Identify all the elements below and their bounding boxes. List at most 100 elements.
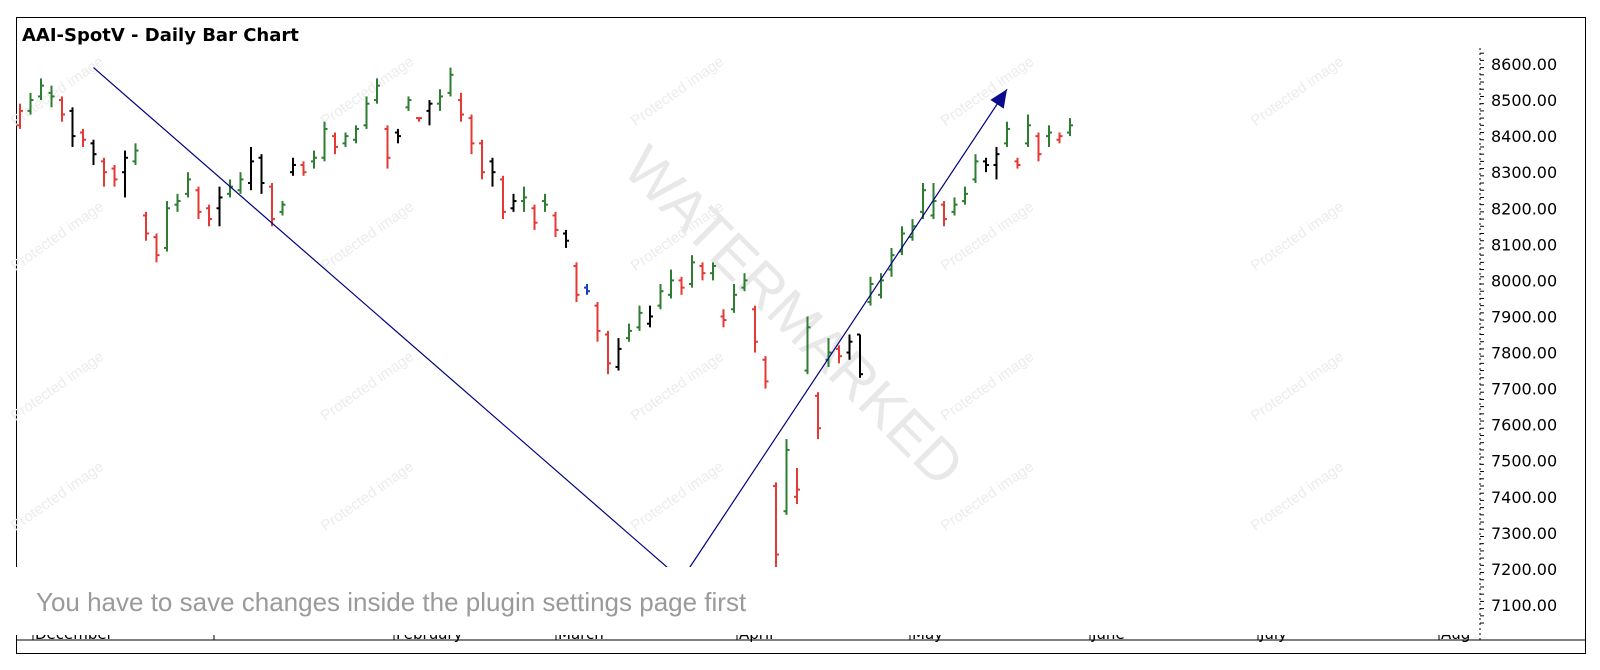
tile-watermark-text: Protected image: [938, 348, 1037, 425]
price-bar: [668, 269, 674, 299]
price-bar: [731, 284, 737, 313]
price-bar: [321, 121, 328, 162]
price-bar: [17, 103, 23, 129]
price-bar: [941, 201, 947, 227]
plugin-notice: You have to save changes inside the plug…: [16, 567, 1470, 635]
price-bar: [773, 482, 779, 569]
y-tick-label: 8600.00: [1491, 55, 1557, 74]
price-bar: [636, 305, 643, 331]
trend-line: [681, 88, 1008, 581]
price-bar: [500, 175, 506, 220]
price-bar: [342, 132, 349, 147]
price-bar: [101, 157, 107, 187]
y-tick-label: 8000.00: [1491, 271, 1557, 290]
price-bar: [258, 154, 265, 194]
tile-watermark-text: Protected image: [1248, 458, 1347, 535]
price-bar: [405, 96, 412, 111]
price-bar: [521, 186, 527, 212]
tile-watermarks: Protected image Protected image Protected …: [8, 53, 1347, 535]
price-bar: [846, 334, 853, 360]
price-bar: [657, 284, 664, 310]
price-bar: [69, 107, 76, 147]
price-bar: [416, 117, 422, 122]
price-bar: [710, 262, 716, 281]
price-bar: [962, 186, 968, 205]
price-bar: [573, 262, 580, 303]
price-bar: [951, 197, 958, 216]
top-arrowhead: [990, 89, 1007, 109]
price-bar: [878, 273, 884, 299]
price-bar: [164, 201, 170, 252]
y-tick-label: 7900.00: [1491, 307, 1557, 326]
price-bar: [185, 172, 191, 198]
price-bar: [174, 193, 181, 212]
price-bar: [647, 305, 653, 328]
y-tick-label: 8300.00: [1491, 163, 1557, 182]
price-bar: [216, 186, 223, 227]
price-bar: [605, 330, 611, 375]
price-bar: [363, 96, 370, 129]
price-bar: [594, 302, 601, 342]
price-bar: [794, 467, 800, 505]
price-bar: [689, 255, 695, 288]
price-bar: [353, 125, 359, 144]
price-bar: [983, 157, 989, 173]
price-bar: [857, 333, 863, 378]
price-bar: [542, 193, 548, 212]
price-bar: [836, 345, 842, 364]
price-bar: [1025, 114, 1031, 147]
price-bar: [269, 183, 275, 227]
tile-watermark-text: Protected image: [8, 53, 107, 130]
price-bar: [1004, 121, 1010, 147]
trend-lines: [93, 67, 1008, 588]
price-bar: [374, 78, 380, 104]
chart-title: AAI-SpotV - Daily Bar Chart: [22, 25, 299, 46]
price-bar: [804, 316, 811, 375]
price-bar: [479, 139, 485, 180]
price-bar: [510, 193, 517, 212]
y-tick-label: 7100.00: [1491, 596, 1557, 615]
price-bar: [332, 132, 338, 155]
price-bar: [111, 164, 118, 187]
price-bar: [867, 276, 874, 306]
price-bar: [1035, 132, 1042, 162]
y-tick-label: 7700.00: [1491, 380, 1557, 399]
background-watermark: WATERMARKED: [611, 134, 976, 499]
price-bar: [626, 323, 632, 342]
price-bar: [741, 273, 748, 292]
price-bar: [468, 114, 475, 155]
price-bar: [489, 157, 496, 187]
tile-watermark-text: Protected image: [628, 458, 727, 535]
y-tick-label: 8500.00: [1491, 91, 1557, 110]
price-bar: [563, 229, 569, 248]
y-tick-label: 7800.00: [1491, 344, 1557, 363]
price-bar: [143, 211, 149, 241]
price-bar: [395, 128, 401, 144]
chart-frame: [16, 17, 1586, 654]
price-bar: [1014, 157, 1021, 169]
price-bar: [279, 201, 286, 216]
price-bar: [237, 172, 244, 194]
price-bar: [720, 309, 727, 328]
tile-watermark-text: Protected image: [8, 348, 107, 425]
tile-watermark-text: Protected image: [8, 198, 107, 275]
price-bar: [38, 78, 44, 101]
price-bar: [122, 150, 128, 198]
price-bar: [27, 92, 34, 115]
tile-watermark-text: Protected image: [318, 198, 417, 275]
price-bar: [290, 157, 296, 176]
tile-watermark-text: Protected image: [1248, 198, 1347, 275]
tile-watermark-text: Protected image: [628, 348, 727, 425]
price-bar: [300, 161, 307, 176]
y-tick-label: 8200.00: [1491, 199, 1557, 218]
price-bar: [195, 186, 202, 220]
price-bar: [153, 233, 160, 263]
price-bar: [920, 183, 926, 220]
price-bar: [59, 96, 65, 122]
y-tick-label: 7600.00: [1491, 416, 1557, 435]
price-bar: [447, 67, 454, 97]
tile-watermark-text: Protected image: [938, 198, 1037, 275]
y-tick-label: 8400.00: [1491, 127, 1557, 146]
trend-line: [93, 67, 682, 581]
